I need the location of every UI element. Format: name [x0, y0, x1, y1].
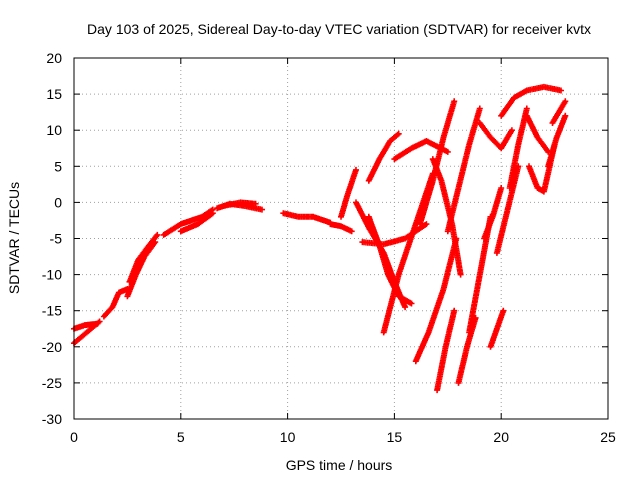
series-arc-9	[220, 199, 259, 209]
series-arc-21	[417, 98, 458, 228]
plus-markers	[523, 112, 552, 155]
series-arc-35	[549, 98, 569, 126]
series-arc-29	[498, 83, 564, 119]
plus-markers	[455, 314, 479, 386]
x-tick-label: 5	[177, 429, 185, 445]
y-tick-label: -15	[42, 303, 62, 319]
y-tick-label: 0	[54, 194, 62, 210]
series-arc-5	[124, 239, 159, 300]
y-tick-label: 15	[46, 86, 62, 102]
series-arc-7	[177, 210, 216, 235]
y-tick-label: -20	[42, 339, 62, 355]
x-tick-label: 15	[387, 429, 403, 445]
y-tick-label: 10	[46, 122, 62, 138]
plus-markers	[177, 210, 216, 235]
series-arc-28	[476, 120, 515, 152]
chart-title: Day 103 of 2025, Sidereal Day-to-day VTE…	[87, 21, 591, 37]
plus-markers	[124, 239, 159, 300]
series-arc-23	[444, 105, 483, 235]
plus-markers	[412, 235, 460, 365]
plus-markers	[487, 307, 507, 350]
plus-markers	[545, 112, 569, 170]
y-tick-label: -25	[42, 375, 62, 391]
series-arc-14	[365, 213, 415, 307]
plus-markers	[280, 210, 334, 226]
series-arc-17	[359, 221, 430, 248]
plus-markers	[338, 166, 359, 220]
plus-markers	[327, 221, 355, 235]
x-tick-label: 20	[493, 429, 509, 445]
series-arc-15	[365, 130, 402, 184]
plus-markers	[476, 120, 515, 152]
x-tick-label: 0	[70, 429, 78, 445]
y-tick-label: -30	[42, 411, 62, 427]
y-tick-label: -10	[42, 267, 62, 283]
series-arc-26	[487, 307, 507, 350]
x-tick-labels: 0 5 10 15 20 25	[70, 429, 616, 445]
axis-ticks	[73, 57, 609, 420]
x-tick-label: 10	[280, 429, 296, 445]
series-arc-10	[280, 210, 334, 226]
series-arc-12	[338, 166, 359, 220]
plus-markers	[100, 286, 131, 320]
plus-markers	[359, 221, 430, 248]
plus-markers	[220, 199, 259, 209]
series-arc-19	[412, 235, 460, 365]
plus-markers	[71, 320, 101, 332]
data-points	[71, 83, 569, 394]
x-axis-label: GPS time / hours	[286, 457, 393, 473]
y-tick-label: 5	[54, 158, 62, 174]
y-axis-label: SDTVAR / TECUs	[6, 182, 22, 294]
plus-markers	[434, 307, 458, 394]
plus-markers	[444, 105, 483, 235]
y-tick-labels: -30 -25 -20 -15 -10 -5 0 5 10 15 20	[42, 50, 62, 427]
series-arc-2	[71, 320, 101, 332]
plus-markers	[365, 130, 402, 184]
series-arc-4	[126, 231, 161, 285]
plus-markers	[365, 213, 415, 307]
plus-markers	[493, 163, 522, 256]
y-tick-label: 20	[46, 50, 62, 66]
series-arc-32	[523, 112, 552, 155]
series-arc-30	[493, 163, 522, 256]
series-arc-34	[545, 112, 569, 170]
series-arc-3	[100, 286, 131, 320]
plus-markers	[160, 206, 216, 238]
series-arc-27	[481, 185, 505, 242]
plus-markers	[481, 185, 505, 242]
plus-markers	[498, 83, 564, 119]
series-arc-22	[434, 307, 458, 394]
y-tick-label: -5	[50, 231, 63, 247]
series-arc-11	[327, 221, 355, 235]
plus-markers	[549, 98, 569, 126]
plus-markers	[417, 98, 458, 228]
series-arc-24	[455, 314, 479, 386]
x-tick-label: 25	[600, 429, 616, 445]
series-arc-6	[160, 206, 216, 238]
plus-markers	[126, 231, 161, 285]
